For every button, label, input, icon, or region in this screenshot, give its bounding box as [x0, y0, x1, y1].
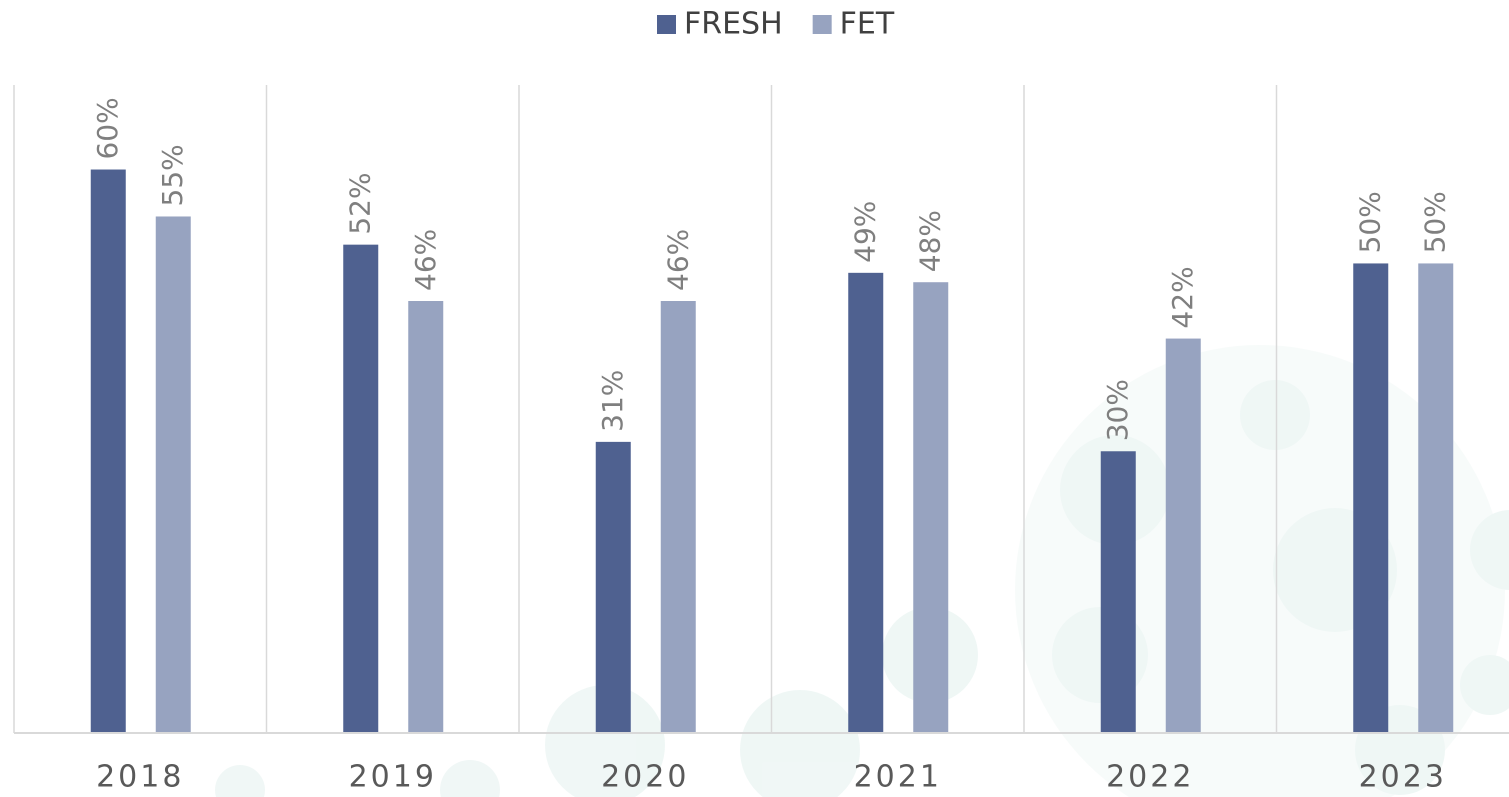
x-tick-label: 2023: [1359, 760, 1447, 795]
plot-area: 60% 52% 31% 49% 30% 50% 55% 46% 46% 48% 42% 50% 2018…: [13, 85, 1509, 795]
bar: [1353, 263, 1389, 733]
data-label: 50%: [1419, 191, 1452, 253]
bubble: [740, 690, 860, 797]
x-tick-label: 2022: [1106, 760, 1194, 795]
data-label: 46%: [409, 229, 442, 291]
data-label: 55%: [156, 144, 189, 206]
bar: [343, 244, 379, 734]
legend-label: FRESH: [684, 7, 783, 42]
bar: [1100, 451, 1136, 733]
data-label: 60%: [91, 97, 124, 159]
bubble: [1460, 655, 1509, 715]
data-label: 46%: [661, 229, 694, 291]
bar: [1418, 263, 1454, 733]
legend-swatch: [657, 15, 676, 34]
data-label: 31%: [596, 370, 629, 432]
bar: [660, 301, 696, 733]
bubble: [440, 760, 500, 797]
x-tick-label: 2018: [96, 760, 184, 795]
data-label: 49%: [849, 201, 882, 263]
x-tick-label: 2019: [349, 760, 437, 795]
legend: FRESH FET: [657, 7, 895, 42]
x-tick-label: 2021: [854, 760, 942, 795]
bubble: [545, 685, 665, 797]
x-tick-label: 2020: [601, 760, 689, 795]
bar: [90, 169, 126, 734]
bar: [913, 282, 949, 733]
data-label: 50%: [1354, 191, 1387, 253]
bar: [1165, 338, 1201, 733]
legend-swatch: [812, 15, 832, 34]
bar: [848, 272, 884, 733]
bar: [155, 216, 191, 733]
data-label: 42%: [1166, 266, 1199, 328]
data-label: 30%: [1101, 379, 1134, 441]
data-label: 52%: [344, 172, 377, 234]
bar: [408, 301, 444, 733]
data-label: 48%: [914, 210, 947, 272]
bubble: [1240, 380, 1310, 450]
bar: [595, 441, 631, 733]
legend-label: FET: [840, 7, 895, 42]
bubble: [1470, 510, 1509, 590]
bubble: [215, 765, 265, 797]
